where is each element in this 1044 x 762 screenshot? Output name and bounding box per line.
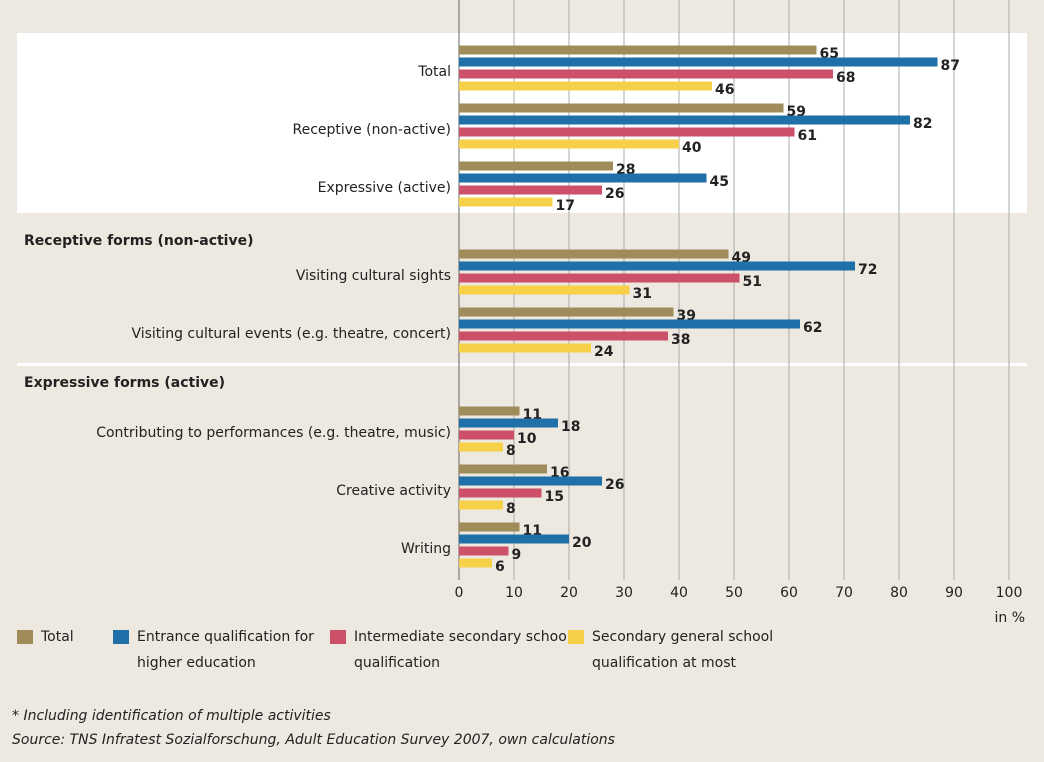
separator [17,363,1027,366]
bar [459,173,707,183]
legend-swatch [330,630,346,644]
bar [459,69,833,79]
x-tick-label: 30 [615,585,633,601]
value-label: 9 [512,547,522,563]
footnote: * Including identification of multiple a… [12,708,331,724]
bar [459,185,602,195]
value-label: 15 [545,489,564,505]
bar [459,57,938,67]
bar [459,442,503,452]
bar [459,558,492,568]
source: Source: TNS Infratest Sozialforschung, A… [12,732,615,748]
bar [459,161,613,171]
bar [459,418,558,428]
category-label: Creative activity [336,483,451,499]
bar [459,331,668,341]
value-label: 24 [594,344,614,360]
category-label: Receptive (non-active) [293,122,451,138]
bar [459,81,712,91]
value-label: 17 [556,198,575,214]
bar [459,127,795,137]
bar [459,343,591,353]
value-label: 18 [561,419,580,435]
x-tick-label: 100 [996,585,1023,601]
x-tick-label: 40 [670,585,688,601]
category-label: Visiting cultural sights [296,268,451,284]
bar [459,139,679,149]
legend-label: Total [41,629,74,645]
value-label: 26 [605,186,624,202]
value-label: 26 [605,477,624,493]
x-unit: in % [994,610,1025,626]
value-label: 68 [836,70,855,86]
x-tick-label: 90 [945,585,963,601]
value-label: 72 [858,262,877,278]
category-label: Total [417,64,451,80]
x-tick-label: 70 [835,585,853,601]
bar [459,488,542,498]
x-tick-label: 20 [560,585,578,601]
x-tick-label: 80 [890,585,908,601]
bar [459,430,514,440]
value-label: 61 [798,128,817,144]
value-label: 51 [743,274,762,290]
bar [459,534,569,544]
bar [459,319,800,329]
value-label: 10 [517,431,537,447]
value-label: 82 [913,116,932,132]
value-label: 6 [495,559,505,575]
value-label: 62 [803,320,822,336]
category-label: Visiting cultural events (e.g. theatre, … [131,326,451,342]
legend-swatch [568,630,584,644]
bar [459,500,503,510]
bar [459,103,784,113]
section-title: Receptive forms (non-active) [24,233,254,249]
bar [459,273,740,283]
bar [459,285,630,295]
bar [459,406,520,416]
value-label: 40 [682,140,702,156]
legend-swatch [17,630,33,644]
section-title: Expressive forms (active) [24,375,225,391]
legend-swatch [113,630,129,644]
x-tick-label: 10 [505,585,523,601]
bar [459,546,509,556]
value-label: 8 [506,443,516,459]
value-label: 45 [710,174,729,190]
category-label: Expressive (active) [318,180,451,196]
value-label: 46 [715,82,734,98]
value-label: 87 [941,58,960,74]
bar [459,115,910,125]
legend-label: Secondary general school qualification a… [592,629,774,671]
bar [459,522,520,532]
x-tick-label: 60 [780,585,798,601]
legend-label: Intermediate secondary school qualificat… [354,629,571,671]
bar [459,476,602,486]
x-tick-label: 50 [725,585,743,601]
bar [459,249,729,259]
bar [459,197,553,207]
category-label: Contributing to performances (e.g. theat… [96,425,451,441]
category-label: Writing [401,541,451,557]
bar [459,307,674,317]
x-tick-label: 0 [455,585,464,601]
value-label: 31 [633,286,652,302]
bar [459,45,817,55]
value-label: 38 [671,332,690,348]
legend-label: Entrance qualification for higher educat… [137,629,314,671]
value-label: 20 [572,535,592,551]
bar [459,261,855,271]
value-label: 8 [506,501,516,517]
bar [459,464,547,474]
